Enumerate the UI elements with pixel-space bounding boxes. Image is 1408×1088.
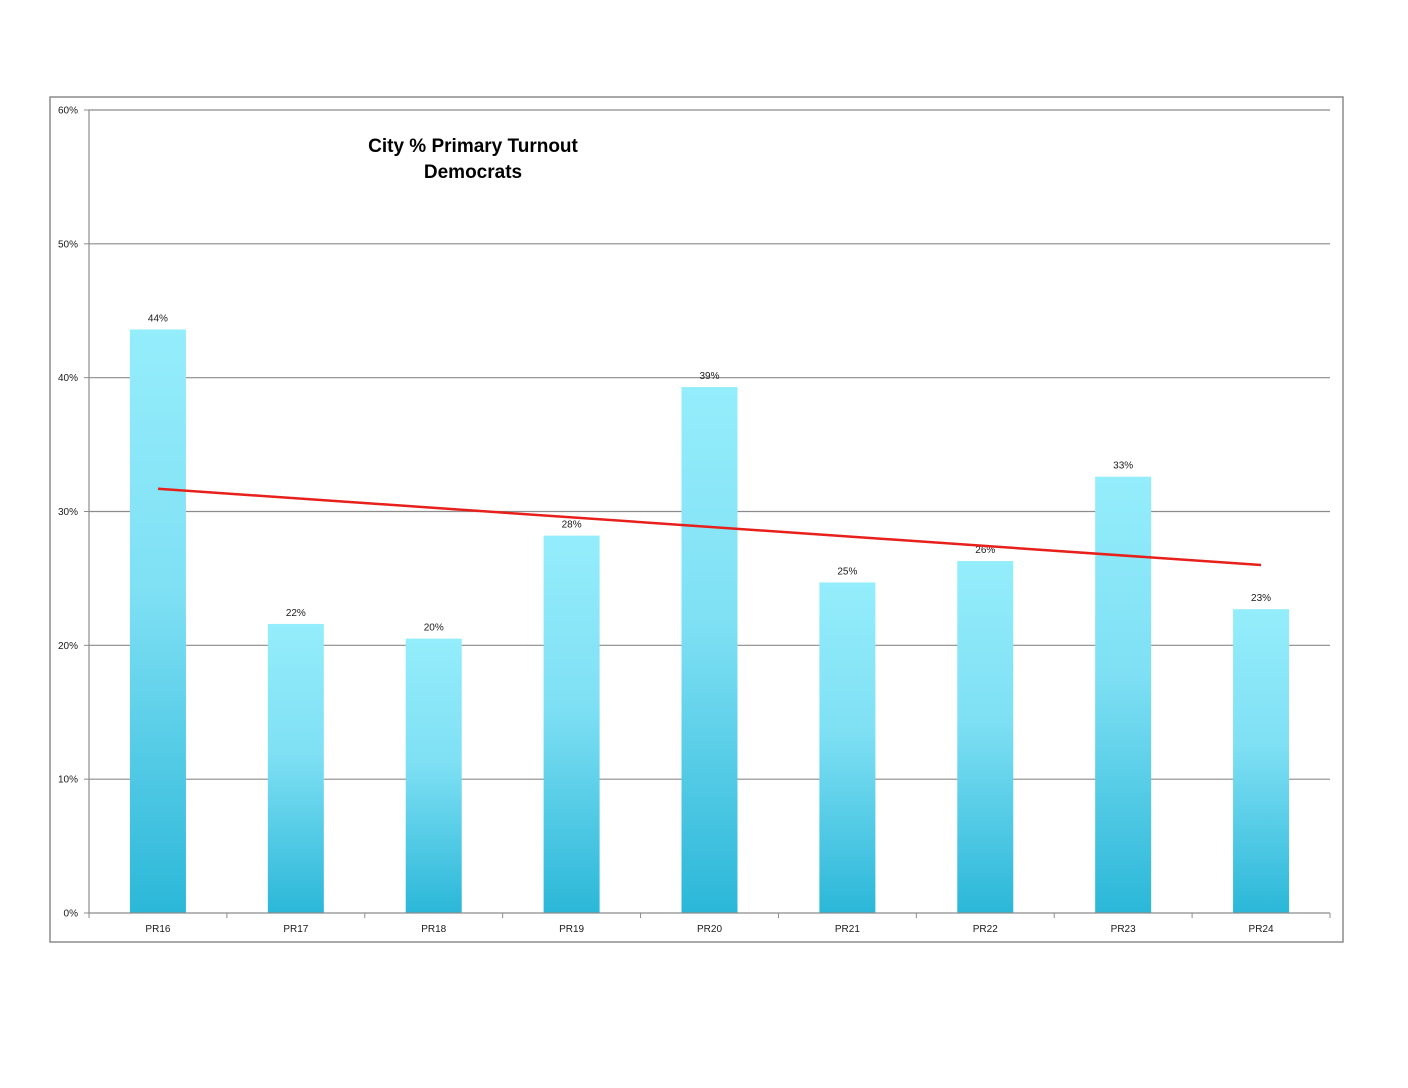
data-label: 28% xyxy=(562,520,582,531)
x-tick-label: PR24 xyxy=(1249,924,1274,935)
x-tick-label: PR20 xyxy=(697,924,722,935)
chart-subtitle: Democrats xyxy=(424,162,522,183)
bar-pr19 xyxy=(543,535,600,913)
chart-title: City % Primary Turnout xyxy=(368,136,578,157)
y-tick-label: 40% xyxy=(58,373,78,384)
y-tick-label: 20% xyxy=(58,641,78,652)
trendline xyxy=(157,487,1262,567)
data-label: 25% xyxy=(837,566,857,577)
x-tick-label: PR21 xyxy=(835,924,860,935)
trendline-group xyxy=(157,487,1262,567)
y-tick-label: 30% xyxy=(58,507,78,518)
bar-pr21 xyxy=(819,582,876,913)
bar-pr20 xyxy=(681,387,738,913)
bar-pr22 xyxy=(957,561,1014,913)
x-tick-label: PR19 xyxy=(559,924,584,935)
data-label: 20% xyxy=(424,623,444,634)
x-tick-label: PR23 xyxy=(1111,924,1136,935)
data-label: 39% xyxy=(699,371,719,382)
y-tick-label: 0% xyxy=(64,909,79,920)
data-labels: 44% 22% 20% 28% 39% 25% 26% 33% 23% xyxy=(148,313,1271,633)
data-label: 23% xyxy=(1251,593,1271,604)
y-tick-label: 10% xyxy=(58,775,78,786)
bar-pr24 xyxy=(1233,609,1290,913)
data-label: 33% xyxy=(1113,461,1133,472)
data-label: 44% xyxy=(148,313,168,324)
data-label: 26% xyxy=(975,545,995,556)
y-tick-label: 60% xyxy=(58,106,78,117)
bar-pr17 xyxy=(267,623,324,913)
bars xyxy=(129,329,1290,913)
bar-pr18 xyxy=(405,638,462,913)
x-tick-label: PR17 xyxy=(283,924,308,935)
bar-pr16 xyxy=(129,329,186,913)
data-label: 22% xyxy=(286,608,306,619)
x-tick-label: PR18 xyxy=(421,924,446,935)
y-tick-label: 50% xyxy=(58,239,78,250)
bar-pr23 xyxy=(1095,476,1152,913)
x-tick-label: PR22 xyxy=(973,924,998,935)
axes: 0% 10% 20% 30% 40% 50% 60% PR16 PR17 PR18 PR19 PR20… xyxy=(58,106,1331,935)
x-tick-label: PR16 xyxy=(145,924,170,935)
